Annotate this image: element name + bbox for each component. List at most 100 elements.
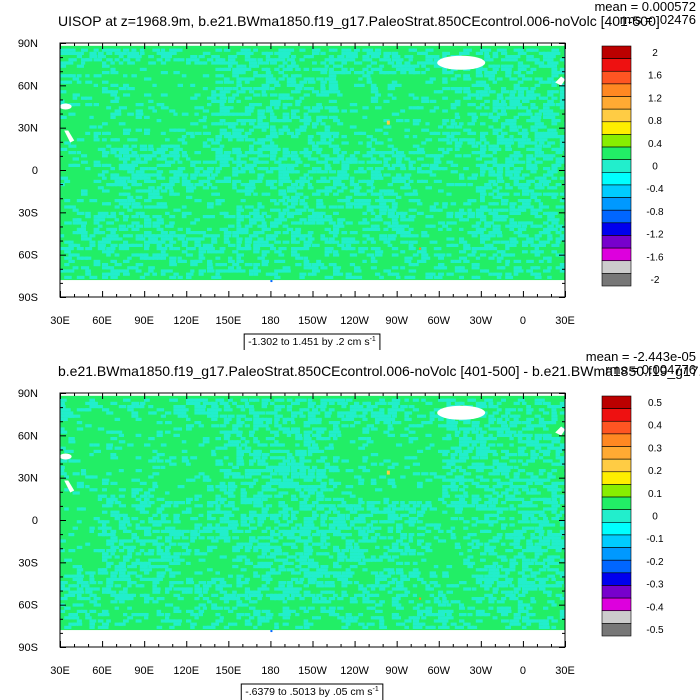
island-patch bbox=[60, 103, 72, 110]
y-tick-label: 90N bbox=[18, 38, 38, 50]
contour-info-main: -.6379 to .5013 by .05 cm s bbox=[245, 686, 372, 698]
colorbar-box bbox=[601, 585, 632, 599]
colorbar-label: 0.4 bbox=[648, 421, 662, 432]
colorbar-label: -0.3 bbox=[646, 580, 664, 591]
colorbar-box bbox=[601, 572, 632, 586]
colorbar-label: 1.6 bbox=[648, 71, 662, 82]
colorbar-label: -0.4 bbox=[646, 602, 664, 613]
colorbar-label: 0.8 bbox=[648, 116, 662, 127]
contour-plot-2: 30E 60E 90E 120E 150E 180 150W 120W 90W 60W 30W 0 30… bbox=[18, 350, 700, 700]
colorbar-box bbox=[601, 273, 632, 287]
colorbar-label: 0.4 bbox=[648, 139, 662, 150]
colorbar-box bbox=[601, 209, 632, 224]
colorbar-box bbox=[601, 222, 632, 236]
x-tick-label: 60E bbox=[92, 665, 112, 677]
colorbar-label: 0.3 bbox=[648, 443, 662, 454]
contour-info-sup: -1 bbox=[370, 336, 376, 343]
field-light-cells bbox=[60, 398, 565, 629]
colorbar-box bbox=[601, 420, 632, 435]
x-tick-label: 120E bbox=[173, 665, 199, 677]
x-ticks bbox=[60, 43, 566, 297]
colorbar-box bbox=[601, 623, 632, 637]
y-tick-label: 30S bbox=[18, 557, 38, 569]
colorbar-box bbox=[601, 45, 632, 59]
island-patch bbox=[555, 426, 565, 436]
colorbar-box bbox=[601, 597, 632, 612]
colorbar bbox=[601, 395, 632, 637]
y-tick-label: 0 bbox=[32, 165, 38, 177]
x-tick-label: 150E bbox=[215, 315, 241, 327]
colorbar-label: -0.5 bbox=[646, 625, 664, 636]
y-tick-label: 90S bbox=[18, 642, 38, 654]
y-tick-label: 90N bbox=[18, 388, 38, 400]
y-tick-label: 30S bbox=[18, 207, 38, 219]
x-tick-label: 30W bbox=[470, 665, 493, 677]
x-tick-label: 0 bbox=[520, 665, 526, 677]
colorbar-box bbox=[601, 547, 632, 561]
colorbar-label: 2 bbox=[652, 48, 658, 59]
colorbar-label: -1.2 bbox=[646, 230, 664, 241]
greenland-patch bbox=[437, 55, 486, 70]
speck bbox=[419, 597, 422, 600]
x-tick-label: 60W bbox=[427, 315, 450, 327]
x-tick-label: 90W bbox=[385, 665, 408, 677]
contour-info-sup: -1 bbox=[373, 686, 379, 693]
colorbar-box bbox=[601, 433, 632, 447]
speck bbox=[270, 280, 273, 283]
speck bbox=[386, 120, 390, 125]
contour-info-box bbox=[243, 333, 381, 350]
colorbar-box bbox=[601, 610, 632, 624]
x-tick-label: 120E bbox=[173, 315, 199, 327]
x-tick-label: 120W bbox=[340, 315, 369, 327]
x-tick-label: 30E bbox=[50, 665, 70, 677]
y-ticks bbox=[60, 393, 565, 648]
y-tick-label: 60N bbox=[18, 80, 38, 92]
colorbar-box bbox=[601, 235, 632, 249]
colorbar-box bbox=[601, 108, 632, 123]
island-patch bbox=[64, 480, 75, 493]
colorbar-box bbox=[601, 247, 632, 262]
contour-info-main: -1.302 to 1.451 by .2 cm s bbox=[248, 336, 369, 348]
speck bbox=[419, 247, 422, 250]
contour-info-text: -1.302 to 1.451 by .2 cm s-1 bbox=[248, 336, 376, 348]
colorbar-box bbox=[601, 522, 632, 536]
colorbar-box bbox=[601, 446, 632, 460]
y-tick-label: 90S bbox=[18, 292, 38, 304]
colorbar-box bbox=[601, 534, 632, 548]
x-tick-label: 150E bbox=[215, 665, 241, 677]
plot-panel-2: 30E 60E 90E 120E 150E 180 150W 120W 90W 60W 30W 0 30… bbox=[0, 350, 700, 700]
colorbar-box bbox=[601, 496, 632, 510]
colorbar-box bbox=[601, 197, 632, 211]
speck bbox=[270, 630, 273, 633]
colorbar-label: 0 bbox=[652, 162, 658, 173]
data-field bbox=[60, 43, 565, 297]
x-tick-label: 30E bbox=[555, 315, 575, 327]
x-tick-label: 0 bbox=[520, 315, 526, 327]
colorbar-label: 0 bbox=[652, 512, 658, 523]
data-field bbox=[60, 393, 565, 647]
colorbar-label: -0.1 bbox=[646, 534, 664, 545]
colorbar-label: 0.1 bbox=[648, 489, 662, 500]
colorbar bbox=[601, 45, 632, 287]
colorbar-box bbox=[601, 260, 632, 274]
colorbar-box bbox=[601, 184, 632, 198]
colorbar-label: 0.5 bbox=[648, 398, 662, 409]
colorbar-box bbox=[601, 172, 632, 186]
y-tick-label: 60N bbox=[18, 430, 38, 442]
x-tick-label: 150W bbox=[298, 665, 327, 677]
x-tick-label: 120W bbox=[340, 665, 369, 677]
x-tick-label: 60W bbox=[427, 665, 450, 677]
x-tick-label: 30W bbox=[470, 315, 493, 327]
colorbar-box bbox=[601, 134, 632, 148]
y-tick-label: 0 bbox=[32, 515, 38, 527]
mean-label: mean = 0.000572 bbox=[594, 0, 696, 14]
plot-panel-1: 30E 60E 90E 120E 150E 180 150W 120W 90W 60W 30W 0 30… bbox=[18, 0, 696, 350]
colorbar-box bbox=[601, 159, 632, 173]
island-patch bbox=[64, 130, 75, 143]
contour-info-text: -.6379 to .5013 by .05 cm s-1 bbox=[245, 686, 379, 698]
speck bbox=[386, 470, 390, 475]
plot-title: UISOP at z=1968.9m, b.e21.BWma1850.f19_g… bbox=[58, 13, 660, 29]
x-ticks bbox=[60, 393, 566, 647]
colorbar-label: -1.6 bbox=[646, 252, 664, 263]
colorbar-label: -0.2 bbox=[646, 557, 664, 568]
